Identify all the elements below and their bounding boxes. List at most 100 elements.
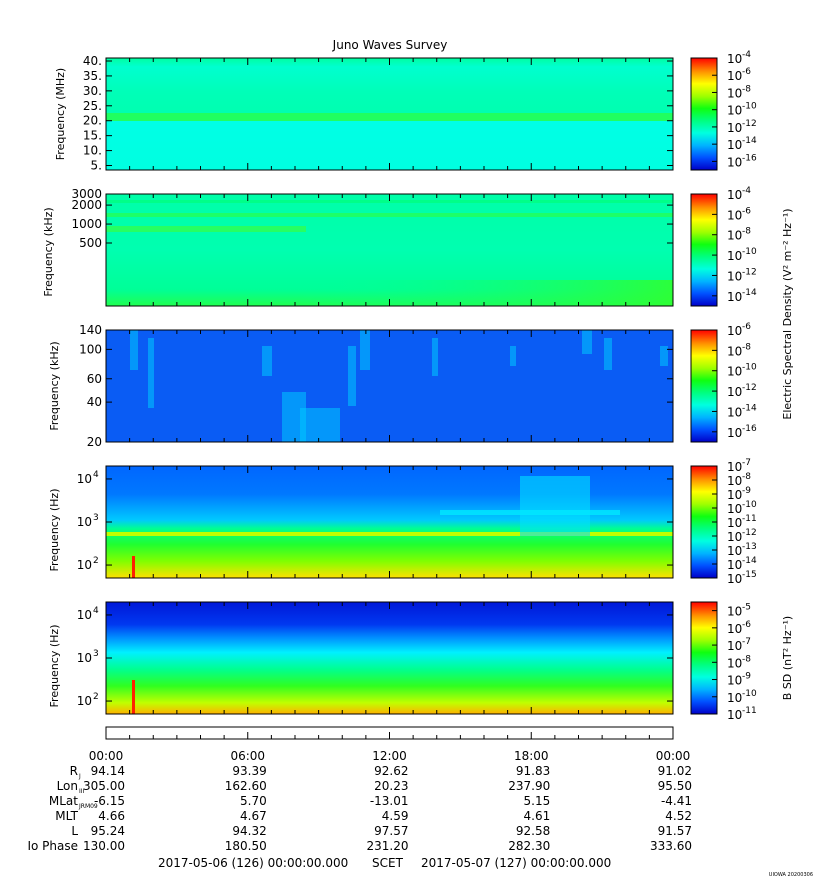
time-axis: 00:00 06:00 12:00 18:00 00:00 R J 94.14 93.39 92…	[27, 726, 692, 870]
panel-3-bursts	[130, 330, 668, 442]
ephemeris-value: 94.32	[232, 824, 266, 838]
ephemeris-value: 5.15	[524, 794, 551, 808]
time-tick-label: 06:00	[230, 749, 265, 763]
ephemeris-row-sub: J	[78, 773, 81, 780]
cbar-tick-exponent: -4	[742, 186, 751, 196]
panel-2-band-lower	[106, 226, 306, 232]
end-date-label: 2017-05-07 (127) 00:00:00.000	[421, 856, 611, 870]
panel-3-xticks	[105, 330, 674, 442]
ephemeris-row-sub: JRM09	[78, 803, 98, 810]
cbar-tick-label: 10	[727, 460, 742, 474]
y-tick-label: 10	[77, 651, 92, 665]
burst	[432, 338, 438, 376]
cbar-tick-exponent: -5	[742, 603, 751, 613]
cbar-tick-label: 10	[727, 155, 742, 169]
cbar-tick-label: 10	[727, 385, 742, 399]
ephemeris-value: 5.70	[240, 794, 267, 808]
y-tick-label: 20	[87, 435, 102, 449]
ephemeris-row-label: MLT	[55, 809, 78, 823]
cbar-tick-exponent: -8	[742, 342, 751, 352]
cbar-tick-exponent: -14	[742, 403, 757, 413]
ephemeris-value: 180.50	[225, 839, 267, 853]
cbar-tick-label: 10	[727, 69, 742, 83]
ephemeris-value: 4.67	[240, 809, 267, 823]
cbar-tick-exponent: -11	[742, 706, 757, 716]
cbar-tick-exponent: -9	[742, 486, 751, 496]
ephemeris-value: 162.60	[225, 779, 267, 793]
electric-cbar-label: Electric Spectral Density (V² m⁻² Hz⁻¹)	[781, 208, 794, 419]
panel-5-spike	[132, 680, 135, 714]
ephemeris-row-label: Io Phase	[27, 839, 78, 853]
ephemeris-value: -13.01	[370, 794, 409, 808]
ephemeris-value: 305.00	[83, 779, 125, 793]
y-tick-label: 100	[79, 342, 102, 356]
cbar-tick-exponent: -11	[742, 514, 757, 524]
cbar-tick-label: 10	[727, 405, 742, 419]
cbar-tick-label: 10	[727, 208, 742, 222]
cbar-tick-label: 10	[727, 674, 742, 688]
cbar-tick-exponent: -10	[742, 102, 757, 112]
time-tick-label: 00:00	[89, 749, 124, 763]
cbar-tick-exponent: -14	[742, 288, 757, 298]
cbar-tick-exponent: -8	[742, 472, 751, 482]
ephemeris-value: 91.02	[658, 764, 692, 778]
ephemeris-value: 92.62	[374, 764, 408, 778]
ephemeris-value: 282.30	[508, 839, 550, 853]
y-tick-label: 35.	[83, 69, 102, 83]
cbar-tick-label: 10	[727, 324, 742, 338]
cbar-tick-exponent: -14	[742, 136, 757, 146]
cbar-tick-label: 10	[727, 708, 742, 722]
cbar-tick-exponent: -10	[742, 363, 757, 373]
panel-4-hiss-band	[440, 510, 620, 515]
ephemeris-value: 97.57	[374, 824, 408, 838]
panel-2-ylabel: Frequency (kHz)	[42, 207, 55, 296]
y-tick-label: 40.	[83, 54, 102, 68]
cbar-tick-exponent: -12	[742, 119, 757, 129]
y-tick-label: 10	[77, 472, 92, 486]
cbar-tick-label: 10	[727, 605, 742, 619]
cbar-tick-exponent: -15	[742, 570, 757, 580]
y-tick-exponent: 2	[93, 692, 99, 702]
ephemeris-value: 93.39	[232, 764, 266, 778]
y-tick-label: 10	[77, 515, 92, 529]
cbar-tick-label: 10	[727, 290, 742, 304]
cbar-tick-exponent: -9	[742, 672, 751, 682]
cbar-tick-exponent: -10	[742, 689, 757, 699]
panel-4-ylabel: Frequency (Hz)	[48, 489, 61, 572]
cbar-tick-label: 10	[727, 188, 742, 202]
ephemeris-value: -6.15	[94, 794, 125, 808]
cbar-tick-label: 10	[727, 691, 742, 705]
y-tick-exponent: 3	[93, 513, 99, 523]
y-tick-label: 1000	[71, 217, 102, 231]
burst	[148, 338, 154, 408]
ephemeris-value: 4.61	[524, 809, 551, 823]
ephemeris-value: 4.66	[98, 809, 125, 823]
panel-4-late-burst	[520, 476, 590, 536]
y-tick-label: 2000	[71, 198, 102, 212]
cbar-tick-exponent: -6	[742, 322, 751, 332]
cbar-tick-label: 10	[727, 488, 742, 502]
cbar-tick-label: 10	[727, 474, 742, 488]
ephemeris-value: 20.23	[374, 779, 408, 793]
y-tick-label: 10	[77, 608, 92, 622]
cbar-tick-exponent: -12	[742, 267, 757, 277]
y-tick-label: 60	[87, 372, 102, 386]
cbar-tick-exponent: -6	[742, 67, 751, 77]
cbar-tick-exponent: -8	[742, 654, 751, 664]
ephemeris-value: 95.50	[658, 779, 692, 793]
y-tick-label: 30.	[83, 84, 102, 98]
cbar-tick-label: 10	[727, 229, 742, 243]
scet-label: SCET	[372, 856, 404, 870]
panel-4-line-550hz	[106, 532, 673, 536]
panel-3-spectrogram	[106, 330, 673, 442]
cbar-tick-exponent: -8	[742, 84, 751, 94]
y-tick-label: 25.	[83, 99, 102, 113]
panel-2-late-enhancement	[300, 280, 673, 306]
burst	[130, 330, 138, 370]
y-tick-label: 40	[87, 395, 102, 409]
